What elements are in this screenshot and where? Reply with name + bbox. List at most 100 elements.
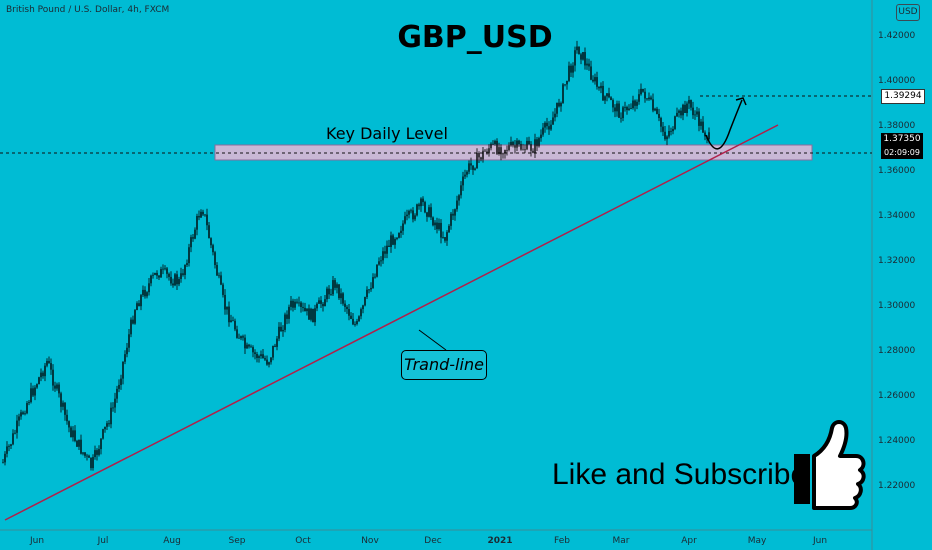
candle-body xyxy=(236,329,238,338)
candle-body xyxy=(298,302,300,304)
candle-body xyxy=(430,207,432,218)
candle-body xyxy=(12,433,14,445)
candle-body xyxy=(572,65,574,73)
candle-body xyxy=(474,168,476,170)
candle-body xyxy=(502,153,504,155)
candle-body xyxy=(160,269,162,278)
candle-body xyxy=(632,100,634,109)
candle-body xyxy=(138,303,140,307)
candle-body xyxy=(96,450,98,455)
time-tick-label: Jul xyxy=(97,536,109,546)
candle-body xyxy=(182,273,184,275)
candle-body xyxy=(612,100,614,108)
thumbs-up-icon xyxy=(794,420,866,510)
trendline xyxy=(4,124,779,521)
candle-body xyxy=(492,143,494,145)
candle-body xyxy=(406,214,408,217)
candle-body xyxy=(158,275,160,278)
candle-body xyxy=(324,299,326,307)
candle-body xyxy=(232,320,234,322)
time-axis[interactable]: Jun Jul Aug Sep Oct Nov Dec 2021 Feb Mar Apr May Jun xyxy=(29,536,827,546)
candle-body xyxy=(238,337,240,339)
candle-body xyxy=(44,365,46,377)
candle-body xyxy=(28,402,30,404)
price-tick-label: 1.42000 xyxy=(878,31,915,41)
symbol-label: British Pound / U.S. Dollar, 4h, FXCM xyxy=(6,5,170,15)
candle-body xyxy=(362,305,364,310)
candle-body xyxy=(548,126,550,130)
candle-body xyxy=(224,294,226,310)
candle-body xyxy=(4,453,6,463)
candle-body xyxy=(46,360,48,366)
candle-body xyxy=(468,163,470,172)
time-tick-label: 2021 xyxy=(487,536,512,546)
candle-body xyxy=(174,274,176,286)
currency-button[interactable]: USD xyxy=(896,4,920,21)
candle-body xyxy=(410,210,412,212)
candle-body xyxy=(266,359,268,365)
candle-body xyxy=(254,352,256,355)
candle-body xyxy=(402,223,404,231)
candle-body xyxy=(126,347,128,355)
candle-body xyxy=(398,233,400,238)
candle-body xyxy=(546,122,548,127)
candle-body xyxy=(652,99,654,111)
price-axis[interactable]: 1.42000 1.40000 1.38000 1.36000 1.34000 1.320… xyxy=(878,31,915,491)
price-tick-label: 1.28000 xyxy=(878,346,915,356)
candle-body xyxy=(446,232,448,241)
candle-body xyxy=(132,319,134,324)
candle-body xyxy=(302,306,304,308)
candle-body xyxy=(86,455,88,457)
price-tick-label: 1.32000 xyxy=(878,256,915,266)
candle-body xyxy=(460,185,462,196)
candle-body xyxy=(338,284,340,299)
countdown-badge: 02:09:09 xyxy=(881,146,923,159)
price-tick-label: 1.36000 xyxy=(878,166,915,176)
candle-body xyxy=(326,288,328,300)
candle-body xyxy=(116,388,118,399)
candle-body xyxy=(594,77,596,82)
candle-body xyxy=(72,430,74,438)
candle-body xyxy=(8,445,10,447)
candle-body xyxy=(638,94,640,102)
candle-body xyxy=(146,292,148,297)
candle-body xyxy=(614,107,616,112)
candle-body xyxy=(42,372,44,377)
candle-body xyxy=(660,117,662,127)
candle-body xyxy=(196,215,198,230)
time-tick-label: Sep xyxy=(229,536,246,546)
candle-body xyxy=(318,300,320,304)
time-tick-label: Mar xyxy=(613,536,630,546)
candle-body xyxy=(252,347,254,353)
candle-body xyxy=(84,452,86,456)
candle-body xyxy=(246,344,248,349)
candle-body xyxy=(334,280,336,288)
candle-body xyxy=(194,229,196,239)
candle-body xyxy=(408,210,410,215)
candle-body xyxy=(544,122,546,128)
candle-body xyxy=(280,326,282,332)
candle-body xyxy=(14,432,16,434)
candle-body xyxy=(286,314,288,319)
candle-body xyxy=(382,251,384,261)
candle-body xyxy=(490,143,492,149)
candle-body xyxy=(434,222,436,226)
candle-body xyxy=(654,108,656,111)
price-tick-label: 1.30000 xyxy=(878,301,915,311)
candle-body xyxy=(610,97,612,101)
candle-body xyxy=(438,222,440,230)
candle-body xyxy=(424,202,426,213)
candle-body xyxy=(514,145,516,148)
candle-body xyxy=(682,104,684,116)
time-tick-label: May xyxy=(748,536,767,546)
candle-body xyxy=(50,363,52,370)
candle-body xyxy=(108,423,110,425)
candle-body xyxy=(558,102,560,107)
projection-arrowhead xyxy=(735,97,747,106)
candle-body xyxy=(78,439,80,447)
candle-body xyxy=(38,377,40,385)
candle-body xyxy=(570,65,572,73)
candle-body xyxy=(106,423,108,427)
candle-body xyxy=(198,215,200,218)
